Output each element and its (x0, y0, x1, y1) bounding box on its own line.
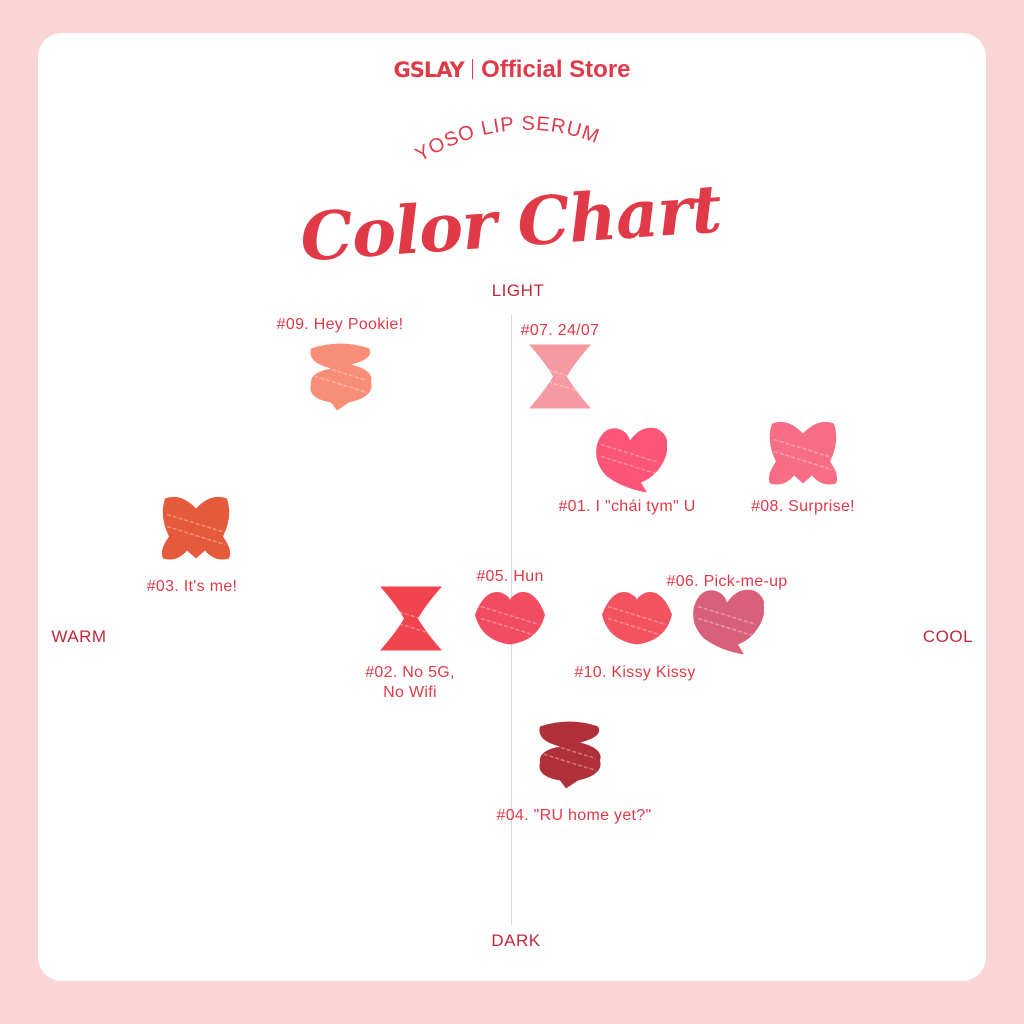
shade-label-04: #04. "RU home yet?" (496, 807, 652, 824)
subtitle-arc: YOSO LIP SERUM (412, 113, 603, 166)
bow-swatch-icon (161, 496, 231, 560)
shade-swatch-05 (473, 585, 547, 660)
shade-label-07: #07. 24/07 (520, 322, 600, 339)
shade-swatch-09 (301, 341, 375, 416)
brand-logo: GSLAY (393, 58, 464, 82)
shade-swatch-08 (766, 418, 840, 493)
axis-dark: DARK (491, 931, 541, 950)
shade-label-06: #06. Pick-me-up (666, 573, 788, 590)
store-header: GSLAY Official Store (0, 56, 1024, 84)
wave-swatch-icon (308, 343, 372, 411)
lips-swatch-icon (602, 591, 672, 645)
lips-swatch-icon (475, 591, 545, 645)
wave-swatch-icon (537, 721, 601, 789)
shade-label-02: #02. No 5G, No Wifi (365, 663, 455, 703)
shade-label-01: #01. I "chái tym" U (558, 498, 696, 515)
shade-label-02-line1: #02. No 5G, (365, 664, 455, 681)
card (38, 33, 986, 981)
heart-swatch-icon (693, 589, 765, 655)
shade-swatch-02 (374, 585, 448, 660)
axis-cool: COOL (922, 627, 974, 646)
shade-label-05: #05. Hun (476, 568, 544, 585)
axis-warm: WARM (51, 627, 107, 646)
shade-swatch-06 (690, 585, 765, 660)
shade-swatch-04 (530, 719, 604, 794)
hourglass-swatch-icon (380, 586, 442, 651)
shade-swatch-03 (159, 493, 233, 568)
subtitle: YOSO LIP SERUM (412, 113, 602, 166)
shade-swatch-10 (600, 585, 674, 660)
shade-label-09: #09. Hey Pookie! (276, 316, 404, 333)
hourglass-swatch-icon (529, 344, 591, 409)
store-label: Official Store (481, 56, 631, 83)
shade-swatch-07 (523, 343, 597, 418)
bow-swatch-icon (768, 421, 838, 485)
shade-label-02-line2: No Wifi (383, 684, 437, 701)
axis-light: LIGHT (491, 281, 545, 300)
svg-text:YOSO LIP SERUM: YOSO LIP SERUM (412, 113, 603, 166)
divider (471, 59, 474, 79)
shade-label-10: #10. Kissy Kissy (574, 664, 696, 681)
shade-label-08: #08. Surprise! (751, 498, 855, 515)
heart-swatch-icon (596, 427, 668, 493)
shade-swatch-01 (593, 423, 668, 498)
shade-label-03: #03. It's me! (146, 578, 238, 595)
